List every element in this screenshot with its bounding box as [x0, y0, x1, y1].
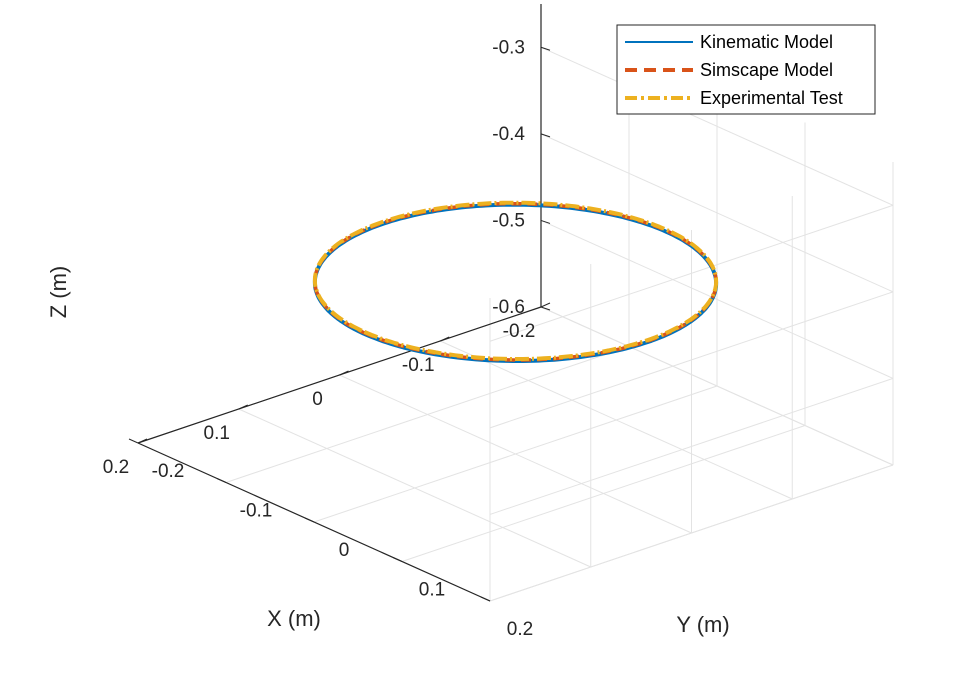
x-tick-mark [137, 438, 148, 444]
legend: Kinematic Model Simscape Model Experimen… [616, 24, 876, 115]
x-tick-label: 0.2 [103, 457, 129, 478]
y-tick-mark [128, 438, 139, 444]
y-tick-label: 0 [339, 540, 350, 561]
y-tick-label: 0.2 [507, 619, 533, 640]
wall-y-gridline-horizontal [489, 291, 894, 429]
z-tick-label: -0.6 [492, 297, 525, 318]
y-tick-label: -0.1 [240, 501, 273, 522]
y-tick-mark [304, 517, 315, 523]
floor-gridline-y [313, 385, 718, 523]
y-tick-mark [392, 557, 403, 562]
wall-x-gridline-horizontal [540, 306, 894, 466]
z-axis-label: Z (m) [46, 266, 71, 319]
wall-x-gridline-horizontal [540, 133, 894, 293]
z-tick-label: -0.4 [492, 124, 525, 145]
x-tick-mark [440, 336, 450, 342]
wall-y-gridline-horizontal [489, 204, 894, 342]
x-tick-mark [238, 404, 248, 410]
x-axis-label: X (m) [267, 606, 321, 631]
x-tick-label: 0.1 [204, 423, 230, 444]
z-tick-mark [540, 219, 551, 224]
tick-labels: -0.2 -0.1 0 0.1 0.2 -0.2 -0.1 0 0.1 0.2 -0.6 -0.5 -0… [103, 37, 536, 640]
y-tick-mark [216, 478, 227, 483]
series-lines [312, 200, 719, 363]
x-tick-label: -0.2 [503, 321, 536, 342]
z-tick-label: -0.5 [492, 210, 525, 231]
wall-x-gridline-horizontal [540, 46, 894, 206]
wall-y-gridline-horizontal [489, 377, 894, 515]
wall-x-gridline-horizontal [540, 219, 894, 379]
wall-y-gridline-horizontal [489, 464, 894, 602]
x-tick-mark [540, 302, 551, 308]
z-tick-mark [540, 133, 551, 138]
y-tick-label: -0.2 [152, 461, 185, 482]
y-axis-label: Y (m) [676, 612, 729, 637]
x-tick-label: 0 [312, 389, 323, 410]
series-line-experimental-test [312, 200, 719, 361]
floor-gridline-y [401, 425, 806, 562]
floor-gridline-y [225, 346, 630, 483]
x-tick-label: -0.1 [402, 355, 435, 376]
legend-label-simscape: Simscape Model [700, 60, 833, 80]
y-tick-mark [480, 596, 491, 602]
y-tick-label: 0.1 [419, 580, 445, 601]
z-tick-mark [540, 46, 551, 51]
x-tick-mark [339, 370, 349, 376]
legend-label-experimental: Experimental Test [700, 88, 843, 108]
z-tick-label: -0.3 [492, 37, 525, 58]
axes [128, 4, 551, 602]
legend-label-kinematic: Kinematic Model [700, 32, 833, 52]
z-tick-mark [540, 306, 551, 311]
